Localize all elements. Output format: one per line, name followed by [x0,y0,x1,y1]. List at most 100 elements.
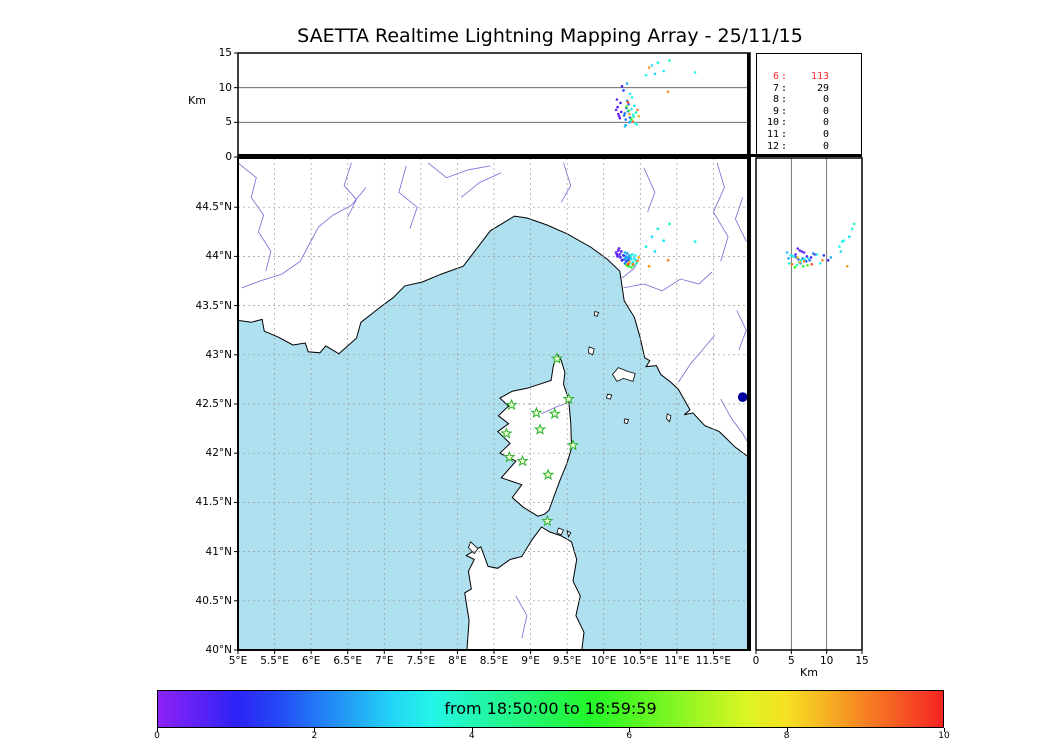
lightning-point [630,253,634,256]
lightning-point [617,114,621,118]
lightning-point [806,264,809,267]
river [720,398,749,444]
map-y-tick-label: 43.5°N [195,299,232,312]
lightning-point [796,256,799,259]
lightning-point [650,64,654,67]
stats-key: 7 [772,82,779,94]
colorbar-tick-mark [629,728,631,732]
river [241,187,367,289]
lightning-point [636,108,639,112]
station-marker [533,423,547,435]
lightning-point [623,261,627,265]
corsica-landmass [496,352,573,517]
lightning-point [630,107,633,111]
colorbar-tick-label: 8 [783,731,790,741]
lightning-point [631,113,635,116]
lightning-point [647,66,651,69]
lightning-point [619,101,622,105]
colorbar: from 18:50:00 to 18:59:59 [157,690,944,728]
stats-value: 0 [822,128,829,140]
lightning-point [622,89,625,92]
lightning-point [822,254,826,257]
lightning-point [653,72,657,76]
stats-colon: : [780,94,788,106]
lightning-point [627,260,631,264]
map-x-tick-label: 5°E [228,655,248,667]
island [587,346,595,356]
alt-y-tick-label: 10 [218,81,232,94]
lightning-point [787,262,791,265]
lightning-point [626,100,630,104]
station-marker [500,427,513,439]
stats-value: 0 [822,140,829,152]
lightning-point [617,247,621,250]
lightning-point [622,114,626,117]
map-y-tick-label: 44°N [205,250,232,263]
source-counts-panel: 6: 113 7: 29 8: 0 9: 0 10: 0 11: 0 12: 0 [756,53,862,157]
lightning-point [620,110,623,114]
stats-colon: : [780,140,788,152]
lightning-point [637,256,641,259]
map-x-tick-label: 11.5°E [695,655,732,667]
lightning-point [829,256,833,259]
lightning-point [668,222,671,226]
stats-value: 29 [816,82,829,94]
station-marker [566,438,580,451]
lightning-point [630,265,633,269]
lightning-point [838,245,841,248]
map-x-tick-label: 7.5°E [406,655,436,667]
station-marker [541,514,554,527]
station-marker [550,352,564,364]
lightning-point [628,92,632,96]
lightning-point [633,257,636,260]
lightning-point [656,227,660,231]
lightning-point [821,259,824,262]
lightning-point [623,112,627,115]
colorbar-tick-mark [314,728,316,732]
sardinia-landmass [464,526,585,651]
lightning-point [629,255,633,258]
lightning-point [637,114,641,118]
station-marker [505,398,518,411]
map-x-tick-label: 8°E [448,655,467,667]
island [623,418,630,425]
island [666,413,672,423]
lightning-point [618,116,622,120]
lightning-point [628,112,631,116]
lightning-point [693,240,697,243]
stats-key: 9 [772,105,779,117]
lightning-point [631,120,635,123]
lat-x-tick-label: 0 [752,655,760,667]
stats-row: 9: 0 [757,106,861,118]
map-y-tick-label: 41°N [205,545,232,558]
colorbar-tick-label: 4 [468,731,475,741]
lightning-point [810,263,814,266]
colorbar-tick-mark [786,728,788,732]
lightning-point [630,258,633,261]
lightning-point [808,259,811,262]
right-panel-axis-label: Km [800,666,818,679]
lightning-point [631,260,635,264]
stats-key: 10 [766,117,779,129]
lightning-point [802,251,806,254]
lightning-point [631,262,635,266]
map-y-tick-label: 42°N [205,447,232,460]
river [712,162,729,262]
stats-key: 6 [772,71,779,82]
map-x-tick-label: 6.5°E [333,655,362,667]
station-marker [516,454,529,467]
lightning-point [633,254,637,257]
lightning-point [647,264,651,268]
map-x-tick-label: 9.5°E [552,655,582,667]
stats-row: 11: 0 [757,129,861,141]
map-y-tick-label: 42.5°N [195,398,232,410]
river [736,310,747,351]
map-x-tick-label: 8.5°E [479,655,509,667]
lightning-point [620,85,624,88]
lake [737,392,748,403]
river [621,254,641,279]
river [237,162,272,272]
colorbar-tick-mark [157,728,158,732]
stats-row: 12: 0 [757,141,861,153]
